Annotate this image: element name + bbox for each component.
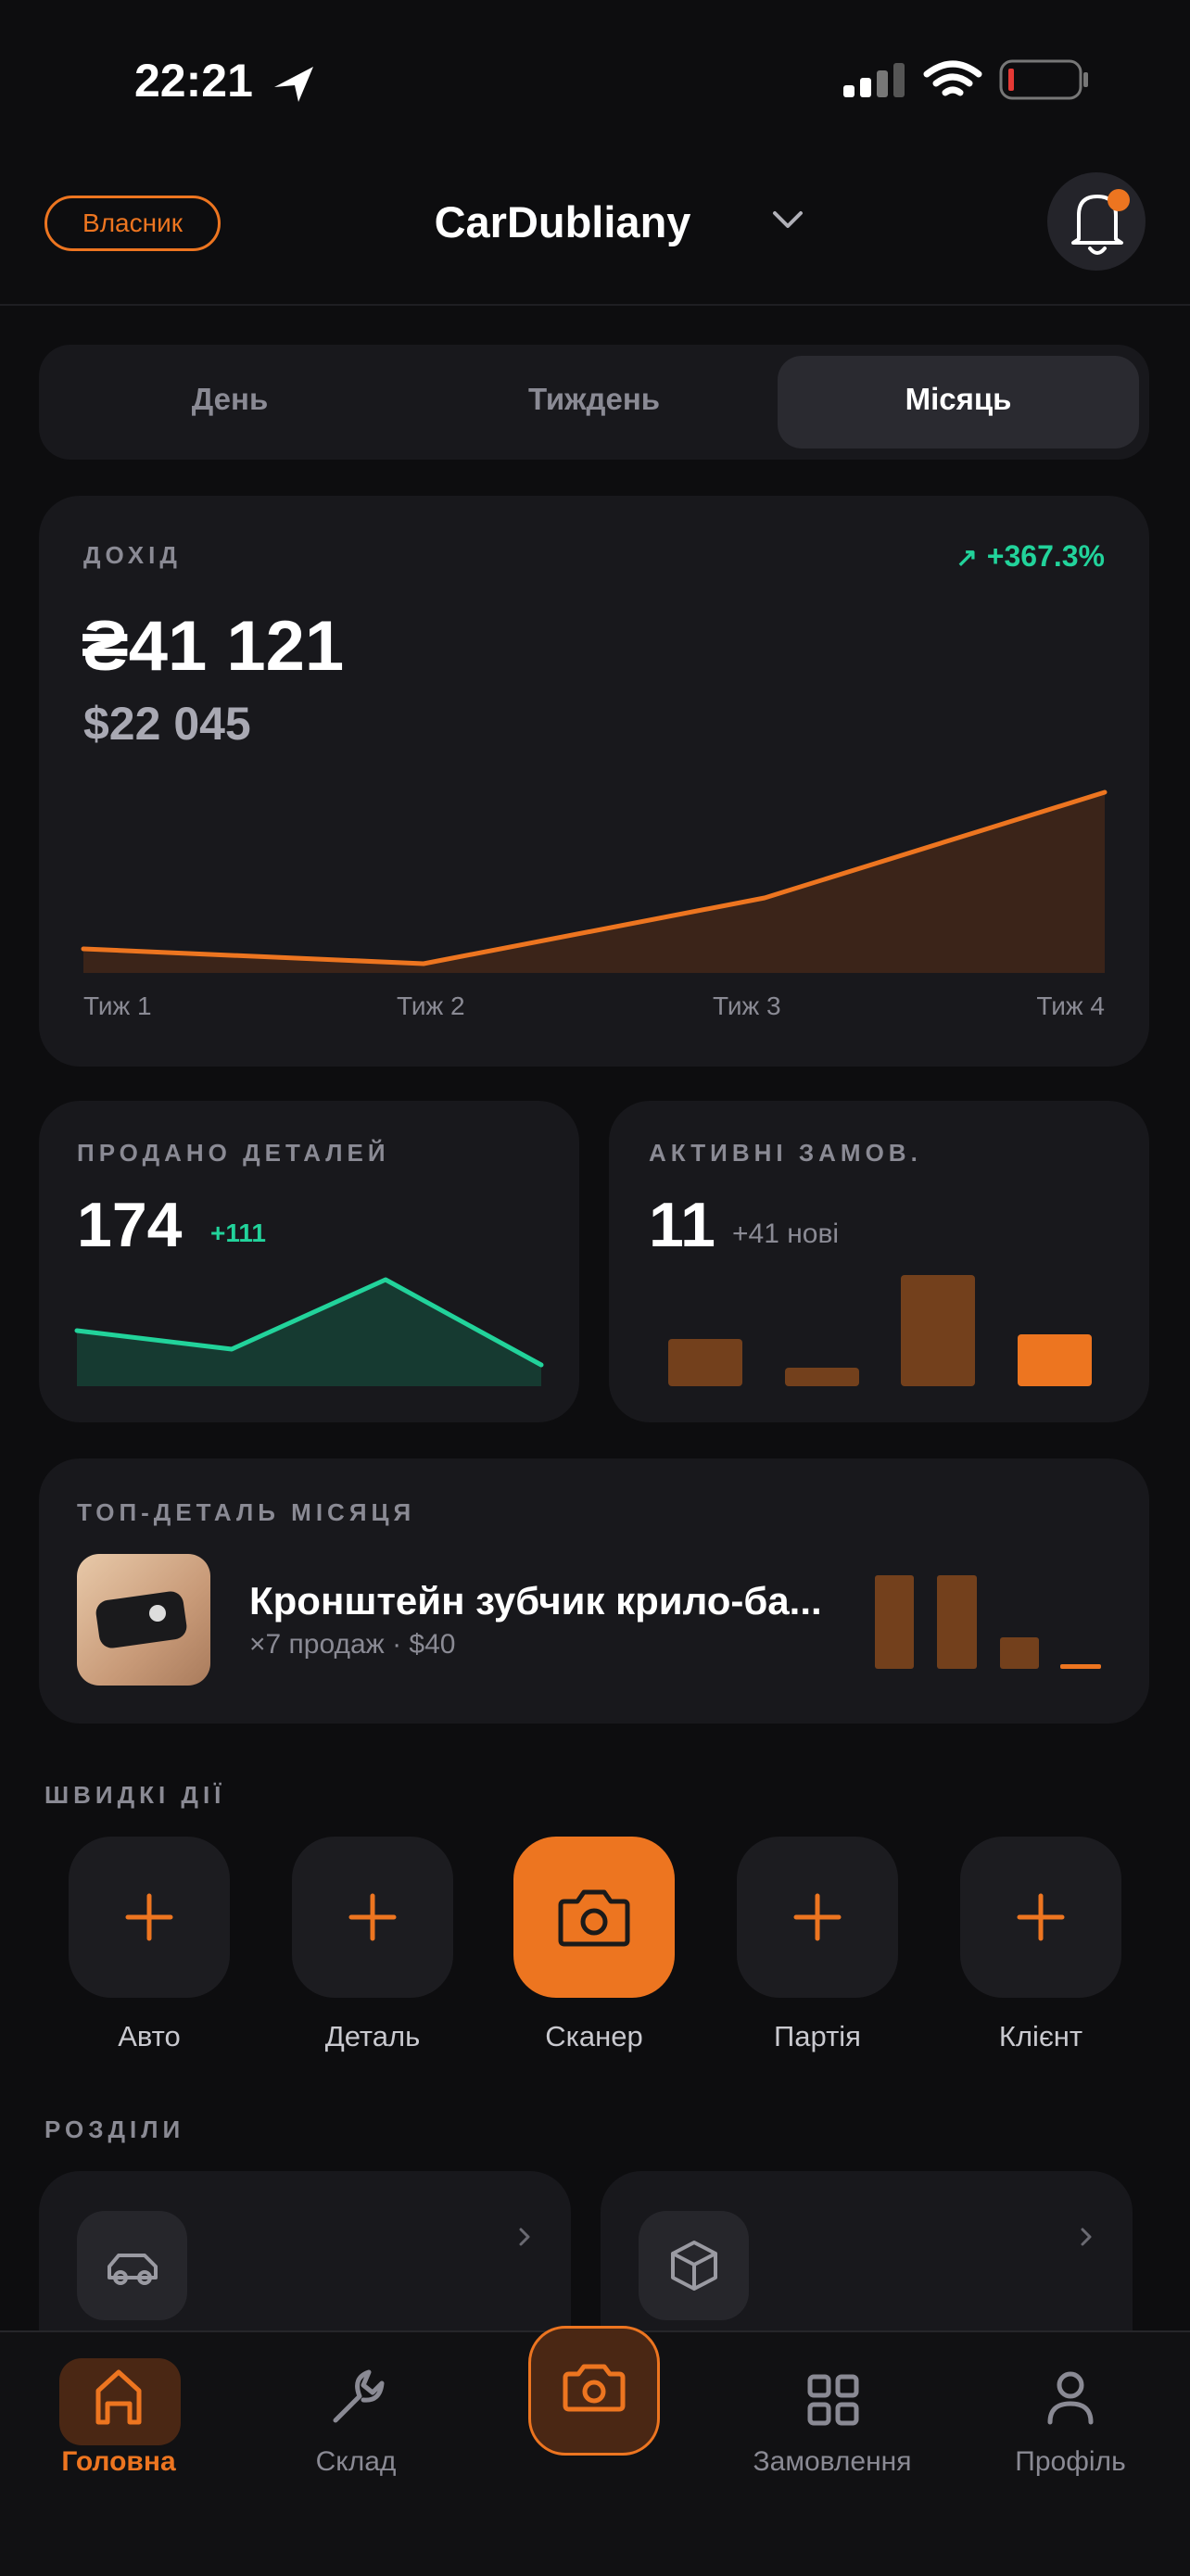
parts-sold-label: ПРОДАНО ДЕТАЛЕЙ [77,1139,390,1167]
battery-icon [999,59,1082,100]
quick-label[interactable]: Деталь [324,2020,421,2052]
quick-add-batch[interactable] [737,1837,898,1998]
nav-scanner-button[interactable] [528,2326,660,2456]
week-label: Тиж 2 [397,991,465,1020]
wifi-icon [923,60,982,96]
revenue-card[interactable] [39,496,1149,1067]
tab[interactable]: Тиждень [527,382,661,416]
nav-label[interactable]: Профіль [1015,2446,1126,2477]
active-orders-label: АКТИВНІ ЗАМОВ. [649,1139,922,1167]
parts-sold-value: 174 [77,1190,183,1260]
change-text: +367.3% [986,539,1105,573]
sections-title: РОЗДІЛИ [44,2115,185,2143]
title-text[interactable]: CarDubliany [434,197,691,246]
role-badge[interactable]: Власник [44,196,221,251]
section-icon-box [639,2211,749,2320]
battery-cap [1083,72,1088,87]
status-time: 22:21 [134,55,253,107]
nav-active-bg [59,2358,181,2445]
week-label: Тиж 3 [713,991,781,1020]
revenue-usd: $22 045 [83,698,251,750]
section-icon-box [77,2211,187,2320]
week-label: Тиж 4 [1036,991,1105,1020]
quick-label[interactable]: Сканер [545,2020,643,2052]
top-part-label: ТОП-ДЕТАЛЬ МІСЯЦЯ [77,1498,416,1526]
nav-label[interactable]: Замовлення [753,2446,912,2477]
notification-button[interactable] [1047,172,1146,271]
quick-add-part[interactable] [292,1837,453,1998]
quick-label[interactable]: Партія [774,2020,861,2052]
top-part-meta: ×7 продаж · $40 [249,1629,456,1660]
parts-sold-delta: +111 [210,1219,266,1247]
tab-selected-bg [778,356,1139,448]
active-orders-new: +41 нові [732,1219,840,1249]
quick-actions-title: ШВИДКІ ДІЇ [44,1781,226,1809]
quick-add-client[interactable] [960,1837,1121,1998]
tab-active[interactable]: Місяць [905,382,1012,416]
quick-label[interactable]: Клієнт [998,2020,1083,2052]
active-orders-value: 11 [649,1190,715,1260]
week-label: Тиж 1 [83,991,152,1020]
nav-label[interactable]: Склад [315,2446,397,2477]
revenue-change: ↗ +367.3% [956,539,1105,573]
part-photo [77,1554,210,1686]
battery-level [1008,69,1014,91]
quick-label[interactable]: Авто [118,2020,181,2052]
top-part-name: Кронштейн зубчик крило-ба... [249,1579,822,1623]
quick-add-car[interactable] [69,1837,230,1998]
header-divider [0,304,1190,306]
nav-label-active[interactable]: Головна [61,2446,176,2477]
tab[interactable]: День [191,382,269,416]
revenue-amount: ₴41 121 [82,607,345,686]
location-icon [274,67,313,102]
revenue-label: ДОХІД [83,541,182,569]
signal-icon [843,63,905,97]
app-title[interactable]: CarDubliany [0,196,1190,247]
quick-scanner[interactable] [513,1837,675,1998]
